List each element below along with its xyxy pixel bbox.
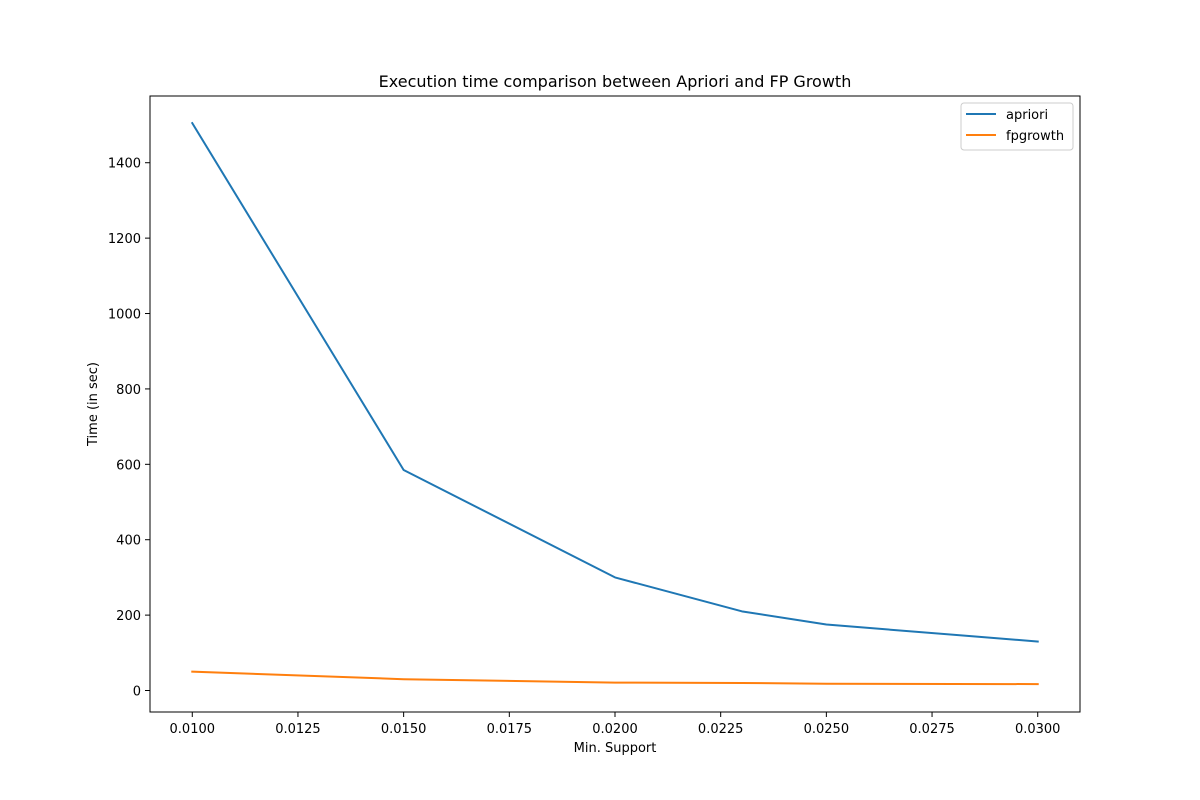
- x-tick-label: 0.0150: [381, 722, 427, 737]
- y-axis-ticks: 0 200 400 600 800 1000 1200 1400: [108, 157, 150, 700]
- x-tick-label: 0.0100: [170, 722, 216, 737]
- y-tick-label: 200: [116, 609, 141, 624]
- x-tick-label: 0.0200: [592, 722, 638, 737]
- legend-label-apriori: apriori: [1006, 108, 1048, 123]
- series-line-apriori: [190, 121, 1039, 643]
- x-tick-label: 0.0275: [909, 722, 955, 737]
- y-tick-label: 1400: [108, 157, 141, 172]
- x-axis-label: Min. Support: [574, 741, 657, 756]
- y-axis-label: Time (in sec): [86, 362, 101, 447]
- y-tick-label: 600: [116, 458, 141, 473]
- x-tick-label: 0.0175: [487, 722, 533, 737]
- y-tick-label: 1200: [108, 232, 141, 247]
- series-line-fpgrowth: [191, 670, 1039, 686]
- legend-label-fpgrowth: fpgrowth: [1006, 129, 1064, 144]
- x-tick-label: 0.0225: [698, 722, 744, 737]
- y-tick-label: 400: [116, 534, 141, 549]
- y-tick-label: 1000: [108, 308, 141, 323]
- x-tick-label: 0.0250: [804, 722, 850, 737]
- plot-area-frame: [149, 95, 1081, 713]
- series-lines: [190, 121, 1039, 686]
- chart-title: Execution time comparison between Aprior…: [379, 72, 852, 91]
- x-tick-label: 0.0300: [1015, 722, 1061, 737]
- legend: apriori fpgrowth: [960, 102, 1074, 151]
- x-axis-ticks: 0.0100 0.0125 0.0150 0.0175 0.0200 0.0225 0.02…: [170, 712, 1061, 737]
- y-tick-label: 0: [133, 685, 141, 700]
- y-tick-label: 800: [116, 383, 141, 398]
- x-tick-label: 0.0125: [275, 722, 321, 737]
